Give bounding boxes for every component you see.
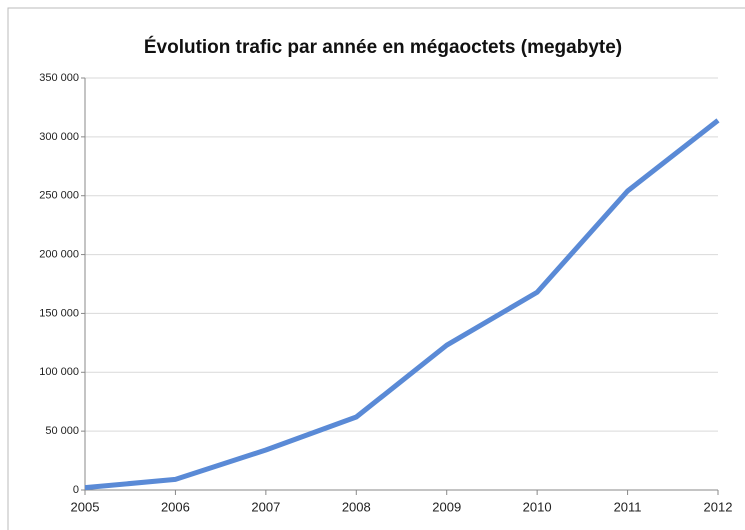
x-tick-label: 2009 [432, 499, 461, 514]
x-tick-label: 2007 [251, 499, 280, 514]
x-tick-label: 2011 [614, 499, 642, 514]
x-tick-label: 2008 [342, 499, 371, 514]
x-tick-label: 2005 [71, 499, 100, 514]
chart-title: Évolution trafic par année en mégaoctets… [144, 36, 622, 58]
chart-frame [7, 7, 745, 530]
y-tick-label: 100 000 [39, 366, 79, 378]
y-tick-label: 50 000 [45, 425, 79, 437]
y-tick-label: 200 000 [39, 248, 79, 260]
y-tick-label: 250 000 [39, 190, 79, 202]
y-tick-label: 350 000 [39, 72, 79, 84]
x-tick-label: 2012 [704, 499, 733, 514]
y-tick-label: 300 000 [39, 131, 79, 143]
y-tick-label: 0 [73, 484, 79, 496]
y-tick-label: 150 000 [39, 307, 79, 319]
x-tick-label: 2006 [161, 499, 190, 514]
x-tick-label: 2010 [523, 499, 552, 514]
data-line [84, 118, 720, 491]
